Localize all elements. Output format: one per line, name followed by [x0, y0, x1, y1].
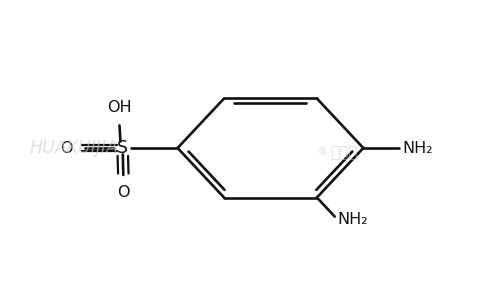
Text: 化学加: 化学加 [330, 145, 357, 160]
Text: NH₂: NH₂ [337, 212, 367, 227]
Text: O: O [60, 141, 73, 155]
Text: HUAKUIJIA: HUAKUIJIA [30, 139, 119, 157]
Text: O: O [117, 185, 129, 200]
Text: ®: ® [318, 147, 328, 157]
Text: NH₂: NH₂ [403, 141, 433, 155]
Text: OH: OH [107, 100, 131, 115]
Text: S: S [117, 139, 128, 157]
